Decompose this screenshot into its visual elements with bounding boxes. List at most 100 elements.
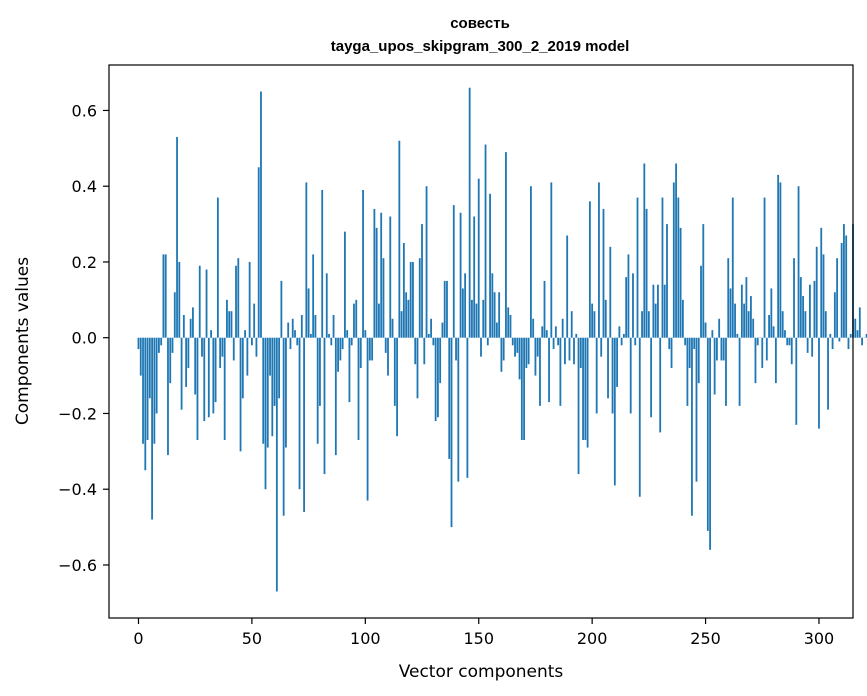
bar-258 [722,337,725,361]
bar-255 [716,337,718,361]
bar-115 [398,140,401,338]
bar-49 [248,261,251,338]
bar-109 [384,337,387,353]
bar-43 [235,265,237,338]
bar-252 [709,337,711,550]
bar-283 [779,182,782,338]
bar-134 [441,322,444,338]
bar-230 [659,337,662,433]
bar-280 [772,326,775,338]
bar-187 [561,318,564,338]
x-axis: 0 50 100 150 200 250 300 [133,618,834,648]
x-axis-label: Vector components [399,662,564,682]
bar-130 [432,337,435,346]
bar-254 [713,337,716,395]
bar-128 [427,333,430,338]
bar-68 [291,318,294,338]
bar-232 [663,284,666,338]
y-tick-label: 0.4 [72,177,97,196]
y-tick-label: −0.2 [58,404,97,423]
y-tick-label: −0.6 [58,556,97,575]
bar-228 [654,303,657,338]
bar-321 [865,333,867,338]
bar-267 [743,303,746,338]
bar-96 [355,299,358,338]
bar-235 [670,337,673,369]
bar-137 [448,337,451,459]
bar-300 [818,337,820,429]
bar-83 [325,273,328,338]
bar-234 [668,337,671,350]
bar-127 [425,186,428,338]
bar-6 [151,337,153,520]
bar-135 [443,280,446,338]
bar-224 [645,208,648,338]
bar-30 [205,269,208,338]
bar-292 [799,277,802,338]
x-tick-label: 200 [577,629,608,648]
bar-122 [414,337,417,365]
bar-146 [468,87,471,338]
bar-35 [216,197,219,338]
bar-225 [647,311,650,338]
y-tick-label: 0.0 [72,329,97,348]
bar-65 [285,337,287,448]
bar-32 [210,330,212,338]
bar-259 [725,337,727,406]
bar-309 [838,337,841,342]
bar-174 [532,318,535,338]
bar-133 [439,337,442,384]
bar-215 [625,277,628,338]
bar-36 [219,337,222,369]
bar-103 [371,337,374,361]
bar-284 [781,311,784,338]
bar-265 [738,337,741,406]
bar-177 [539,337,541,406]
bar-293 [802,296,804,338]
bar-204 [600,337,603,357]
bar-233 [666,224,668,338]
bar-150 [477,178,480,338]
bar-200 [591,303,594,338]
bar-282 [777,174,780,338]
bar-series [137,87,867,592]
bar-311 [843,224,845,338]
bar-161 [502,337,505,361]
bar-14 [169,337,172,384]
bar-249 [702,224,705,338]
bar-269 [747,311,750,338]
bar-20 [182,314,185,338]
bar-52 [255,337,258,357]
bar-319 [861,337,863,346]
bar-171 [525,337,528,369]
bar-212 [618,326,621,338]
bar-70 [296,337,299,346]
bar-192 [573,337,575,365]
bar-298 [813,280,816,338]
bar-62 [278,337,281,399]
bar-21 [185,337,188,387]
bar-257 [720,337,723,361]
bar-76 [309,333,312,338]
bar-227 [652,284,655,338]
bar-152 [482,299,485,338]
bar-159 [498,292,501,338]
bar-307 [833,292,836,338]
bar-287 [788,337,791,346]
bar-220 [636,197,639,338]
bar-136 [446,280,448,338]
bar-158 [495,322,498,338]
bar-18 [178,261,181,338]
chart-subtitle: tayga_upos_skipgram_300_2_2019 model [331,38,630,55]
bar-184 [554,326,557,338]
bar-245 [693,337,696,350]
bar-157 [493,292,496,338]
bar-260 [727,258,730,338]
bar-194 [577,337,580,475]
bar-99 [362,189,364,338]
bar-316 [854,318,857,338]
bar-139 [452,205,455,338]
bar-19 [180,337,183,410]
bar-160 [500,337,503,372]
